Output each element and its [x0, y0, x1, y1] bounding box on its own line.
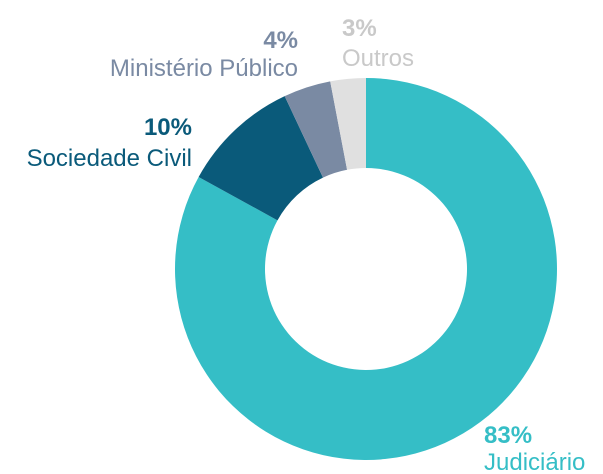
donut-segment [198, 96, 323, 221]
category-label: Judiciário [484, 449, 585, 474]
value-label: 4% [263, 27, 298, 54]
donut-segment [284, 81, 348, 178]
donut-segment [330, 78, 366, 170]
category-label: Outros [342, 45, 414, 72]
value-label: 10% [144, 114, 192, 141]
value-label: 3% [342, 15, 377, 42]
category-label: Ministério Público [110, 55, 298, 82]
donut-segment [174, 78, 557, 460]
category-label: Sociedade Civil [27, 145, 192, 172]
value-label: 83% [484, 422, 532, 449]
